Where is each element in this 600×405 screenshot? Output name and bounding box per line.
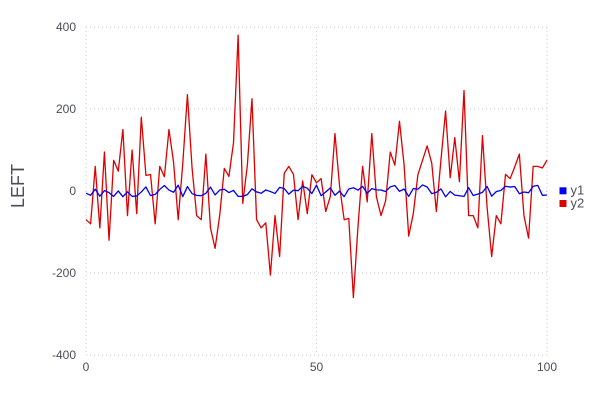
svg-text:-400: -400 <box>52 348 76 362</box>
svg-text:100: 100 <box>537 360 557 374</box>
svg-text:y2: y2 <box>571 195 585 210</box>
svg-text:-200: -200 <box>52 266 76 280</box>
svg-text:LEFT: LEFT <box>8 164 28 208</box>
svg-text:50: 50 <box>310 360 324 374</box>
svg-text:0: 0 <box>83 360 90 374</box>
svg-text:200: 200 <box>56 102 76 116</box>
svg-text:400: 400 <box>56 20 76 34</box>
svg-text:0: 0 <box>69 184 76 198</box>
